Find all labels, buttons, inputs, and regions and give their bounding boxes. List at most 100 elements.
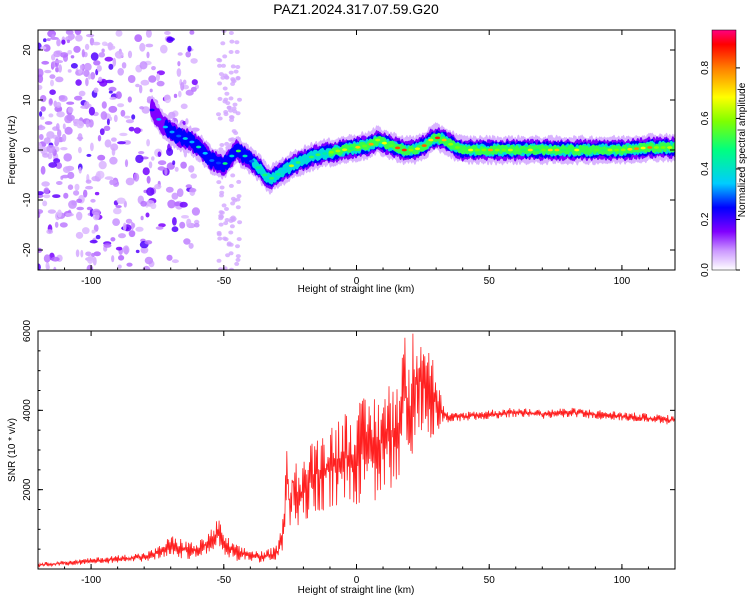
spectrogram-peak	[156, 118, 162, 121]
spectrogram-speckle	[43, 254, 51, 263]
spectrogram-speckle	[123, 115, 131, 119]
spectrogram-peak	[468, 148, 474, 152]
spectrogram-speckle	[74, 183, 80, 191]
spectrogram-speckle	[47, 209, 57, 214]
spectrogram-speckle	[66, 39, 70, 44]
spectrogram-peak	[335, 149, 341, 153]
spectrogram-speckle	[99, 128, 105, 136]
spectrogram-speckle	[75, 34, 83, 42]
spectrogram-peak	[587, 148, 593, 152]
spectrogram-speckle	[76, 136, 84, 140]
spectrogram-speckle	[220, 41, 226, 46]
spectrogram-speckle	[127, 75, 136, 83]
spectrogram-speckle	[155, 226, 164, 230]
spectrogram-speckle	[226, 105, 232, 110]
spectrogram-speckle	[93, 251, 101, 257]
spectrogram-speckle	[139, 84, 143, 94]
spectrogram-speckle	[113, 207, 122, 215]
spectrogram-speckle	[46, 38, 51, 42]
spectrogram-speckle	[118, 254, 125, 261]
spectrogram-peak	[487, 148, 494, 152]
spectrogram-peak	[196, 145, 202, 149]
spectrogram-speckle	[39, 111, 43, 117]
spectrogram-speckle	[237, 220, 243, 225]
spectrogram-speckle	[75, 249, 80, 258]
spectrogram-speckle	[111, 255, 115, 263]
spectrogram-speckle	[168, 111, 176, 119]
spectrogram-speckle	[124, 159, 129, 168]
spectrogram-speckle	[90, 72, 96, 80]
spectrogram-speckle	[85, 119, 90, 128]
spectrogram-speckle	[60, 175, 64, 180]
colorbar-tick-label: 0.8	[700, 61, 711, 75]
spectrogram-speckle	[218, 267, 224, 270]
spectrogram-speckle	[130, 221, 135, 231]
spectrogram-peak	[667, 146, 673, 149]
spectrogram-speckle	[49, 74, 56, 79]
spectrogram-speckle	[103, 243, 112, 248]
spectrogram-speckle	[81, 49, 85, 58]
snr-y-tick-label: 4000	[22, 399, 33, 422]
spectrogram-speckle	[38, 74, 44, 84]
spectrogram-speckle	[154, 183, 162, 190]
spectrogram-speckle	[42, 200, 48, 207]
spectrogram-speckle	[109, 156, 118, 165]
spectrogram-speckle	[145, 30, 152, 38]
spectrogram-speckle	[67, 106, 74, 113]
spectrogram-speckle	[144, 256, 154, 265]
spectrogram-speckle	[157, 151, 162, 157]
spectrogram-speckle	[78, 90, 86, 97]
spectrogram-speckle	[38, 125, 46, 131]
spectrogram-speckle	[218, 213, 224, 218]
spectrogram-speckle	[165, 186, 174, 193]
spectrogram-speckle	[183, 238, 191, 245]
spectrogram-speckle	[228, 251, 234, 256]
spectrogram-peak	[567, 148, 573, 152]
spectrogram-peak	[507, 148, 513, 152]
spectrogram-peak	[514, 148, 520, 152]
spectrogram-peak	[361, 144, 368, 148]
spectrogram-speckle	[101, 101, 107, 109]
spectrogram-speckle	[38, 191, 44, 196]
spectrogram-speckle	[217, 81, 223, 86]
spectrogram-speckle	[45, 261, 50, 270]
spectrogram-speckle	[229, 118, 235, 122]
spectrogram-speckle	[67, 50, 73, 55]
spectrogram-speckle	[75, 79, 82, 86]
spectrogram-speckle	[185, 51, 191, 58]
spectrogram-speckle	[83, 62, 92, 71]
spectrogram-speckle	[139, 42, 146, 52]
spectrogram-speckle	[219, 143, 225, 147]
spectrogram-speckle	[134, 34, 143, 42]
spectrogram-peak	[149, 108, 155, 112]
spectrogram-speckle	[76, 206, 84, 211]
spectrogram-speckle	[108, 105, 118, 113]
spectrogram-speckle	[229, 216, 235, 221]
spectrogram-speckle	[66, 101, 75, 105]
spectrogram-speckle	[55, 162, 62, 170]
spectrogram-peak	[448, 142, 454, 146]
spectrogram-speckle	[230, 64, 236, 69]
spectrogram-speckle	[234, 261, 240, 266]
spectrogram-speckle	[67, 171, 75, 179]
spectrogram-speckle	[40, 116, 45, 120]
spectrogram-speckle	[171, 259, 179, 264]
spectrogram-speckle	[122, 222, 127, 231]
spectrogram-speckle	[223, 110, 229, 114]
spectrogram-speckle	[110, 237, 116, 242]
spectrogram-peak	[574, 148, 580, 152]
spectrogram-speckle	[118, 233, 126, 239]
spectrogram-speckle	[93, 60, 101, 66]
spectrogram-speckle	[235, 254, 241, 259]
spectrogram-speckle	[98, 76, 103, 82]
spectrogram-y-tick-label: -20	[22, 242, 33, 257]
spectrogram-speckle	[49, 98, 53, 105]
spectrogram-peak	[255, 166, 261, 169]
spectrogram-speckle	[42, 153, 50, 158]
spectrogram-peak	[242, 154, 248, 158]
spectrogram-speckle	[160, 44, 168, 54]
spectrogram-speckle	[237, 97, 242, 102]
spectrogram-speckle	[146, 187, 155, 196]
spectrogram-speckle	[177, 52, 183, 56]
